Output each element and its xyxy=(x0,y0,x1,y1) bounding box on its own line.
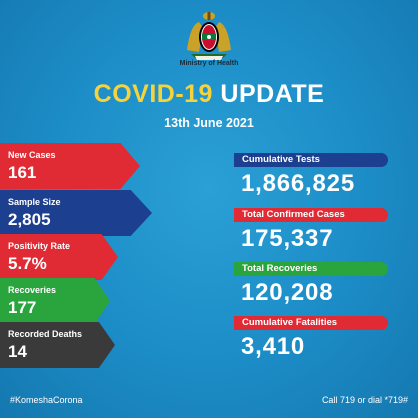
card-value-total-recoveries: 120,208 xyxy=(241,279,334,306)
card-header-total-confirmed: Total Confirmed Cases xyxy=(234,208,388,222)
ribbon-value: 161 xyxy=(8,163,37,182)
ribbon-label: Recorded Deaths xyxy=(8,329,83,339)
card-header-cumulative-fatalities: Cumulative Fatalities xyxy=(234,316,388,330)
page-title: COVID-19 UPDATE xyxy=(0,80,418,109)
card-header-total-recoveries: Total Recoveries xyxy=(234,262,388,276)
ribbon-value: 2,805 xyxy=(8,210,51,229)
ribbon-label: Sample Size xyxy=(8,197,61,207)
ribbon-recoveries: Recoveries 177 xyxy=(0,278,110,324)
card-label: Total Recoveries xyxy=(242,263,318,274)
hotline: Call 719 or dial *719# xyxy=(321,395,408,405)
card-value-cumulative-fatalities: 3,410 xyxy=(241,333,306,360)
card-label: Cumulative Tests xyxy=(242,154,320,165)
ribbon-sample-size: Sample Size 2,805 xyxy=(0,190,152,236)
card-value-cumulative-tests: 1,866,825 xyxy=(241,170,355,197)
ribbon-label: Recoveries xyxy=(8,285,57,295)
card-value-total-confirmed: 175,337 xyxy=(241,225,334,252)
card-label: Total Confirmed Cases xyxy=(242,209,345,220)
ribbon-positivity-rate: Positivity Rate 5.7% xyxy=(0,234,118,280)
card-header-cumulative-tests: Cumulative Tests xyxy=(234,153,388,167)
ribbon-recorded-deaths: Recorded Deaths 14 xyxy=(0,322,115,368)
ribbon-value: 5.7% xyxy=(8,254,47,273)
report-date: 13th June 2021 xyxy=(164,116,254,130)
ribbon-label: New Cases xyxy=(8,150,56,160)
headline-update: UPDATE xyxy=(220,80,325,108)
ribbon-label: Positivity Rate xyxy=(8,241,71,251)
ribbon-value: 14 xyxy=(8,342,27,361)
hashtag: #KomeshaCorona xyxy=(10,395,83,405)
ministry-name: Ministry of Health xyxy=(179,60,239,67)
ribbon-new-cases: New Cases 161 xyxy=(0,143,140,189)
card-label: Cumulative Fatalities xyxy=(242,317,338,328)
headline-covid: COVID-19 xyxy=(93,80,213,108)
kenya-coat-of-arms-icon xyxy=(187,12,231,60)
ribbon-value: 177 xyxy=(8,298,37,317)
